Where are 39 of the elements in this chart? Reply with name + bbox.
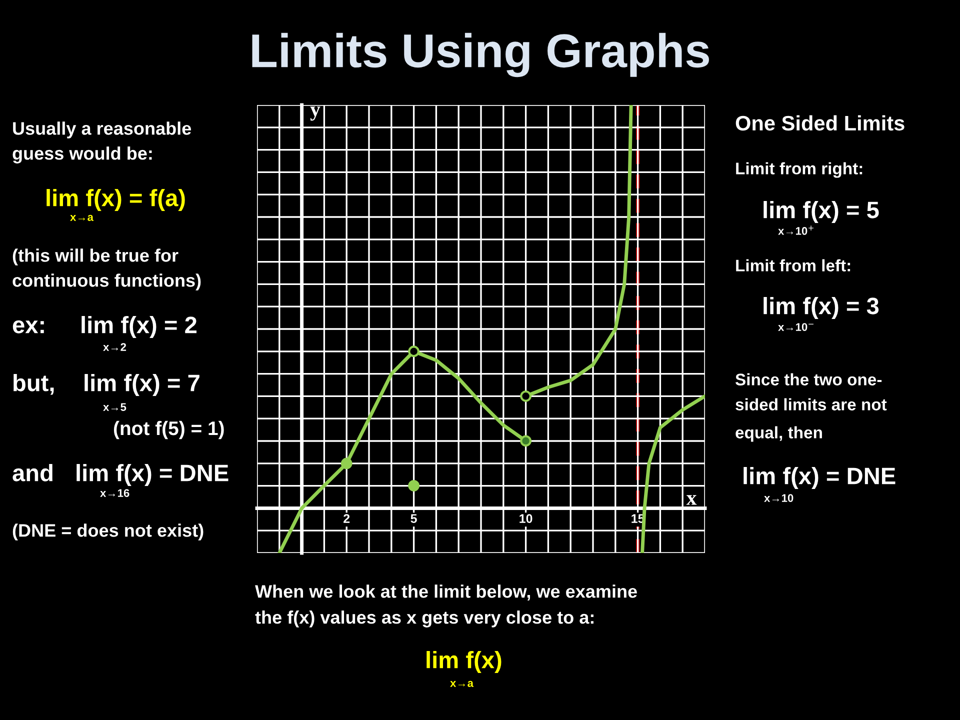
- text: continuous functions): [12, 274, 201, 290]
- text: lim f(x) = DNE: [744, 466, 896, 490]
- text: and: [12, 464, 52, 482]
- text: x→10$^{−}$: [778, 323, 814, 331]
- text: x→5: [103, 403, 126, 411]
- text: x→10$^{+}$: [778, 226, 814, 235]
- text: lim f(x): [426, 650, 502, 674]
- text: equal, then: [736, 426, 822, 442]
- text: Since the two one-: [735, 373, 882, 386]
- text: (this will be true for: [12, 248, 178, 266]
- text: lim f(x) = DNE: [76, 464, 228, 486]
- text: lim f(x) = 3: [764, 296, 879, 320]
- text: the f(x) values as x gets very close to a:: [255, 610, 594, 628]
- text: Limit from left:: [736, 259, 850, 272]
- y-axis-title: y: [310, 106, 320, 121]
- text: When we look at the limit below, we examine: [255, 584, 637, 600]
- x-tick-label: 10: [520, 514, 532, 523]
- text: lim f(x) = f(a): [46, 188, 185, 212]
- text: x→2: [103, 343, 126, 351]
- text: lim f(x) = 5: [764, 200, 879, 224]
- text: lim f(x) = 7: [84, 374, 200, 396]
- text: but,: [14, 374, 54, 395]
- text: guess would be:: [12, 146, 152, 164]
- text: x→16: [100, 489, 130, 497]
- text: Usually a reasonable: [13, 122, 192, 138]
- text: sided limits are not: [736, 398, 887, 410]
- text: ex:: [12, 320, 44, 334]
- text: x→10: [764, 494, 794, 502]
- x-axis-title: x: [686, 495, 697, 505]
- text: (DNE = does not exist): [12, 524, 204, 540]
- text: lim f(x) = 2: [82, 316, 196, 338]
- x-tick-label: 2: [344, 514, 350, 523]
- text: (not f(5) = 1): [114, 420, 224, 440]
- x-tick-label: 5: [410, 514, 417, 523]
- chart-title: Limits Using Graphs: [252, 32, 709, 78]
- text: x→a: [450, 680, 474, 687]
- text: Limit from right:: [736, 162, 862, 178]
- text: x→a: [70, 214, 94, 221]
- text: One Sided Limits: [736, 115, 904, 131]
